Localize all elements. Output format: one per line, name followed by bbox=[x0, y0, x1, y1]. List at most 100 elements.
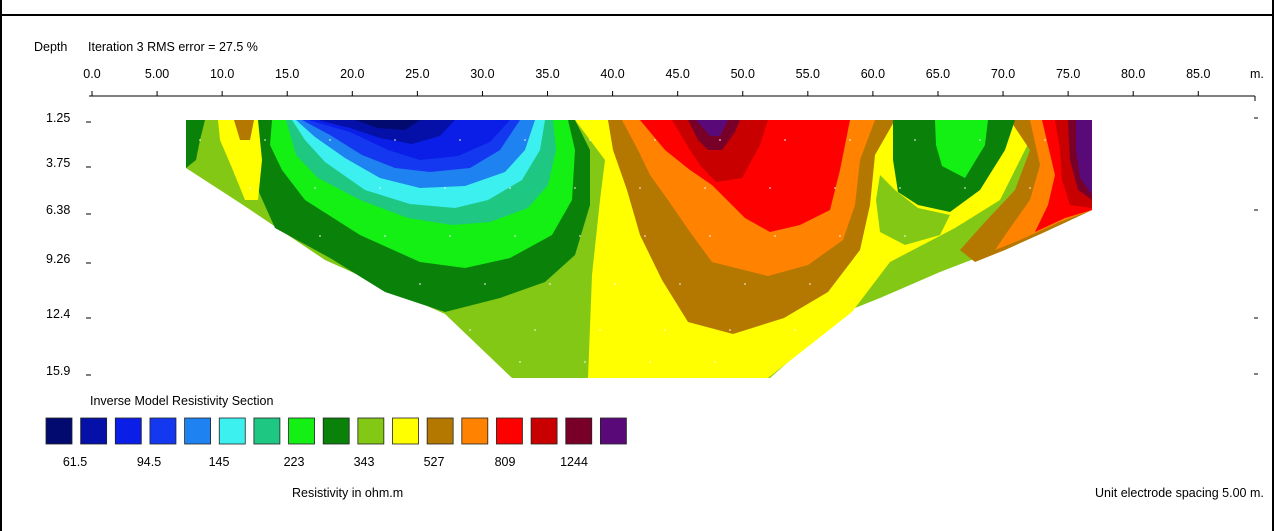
model-block-marker bbox=[589, 139, 591, 141]
legend-swatch bbox=[218, 417, 246, 445]
model-block-marker bbox=[679, 283, 681, 285]
model-block-marker bbox=[644, 235, 646, 237]
model-block-marker bbox=[599, 329, 601, 331]
model-block-marker bbox=[514, 235, 516, 237]
legend-swatch bbox=[565, 417, 593, 445]
contour-band-purple bbox=[696, 120, 728, 136]
distance-tick-label: 80.0 bbox=[1121, 67, 1145, 81]
legend-swatch bbox=[80, 417, 108, 445]
model-block-marker bbox=[264, 139, 266, 141]
distance-tick-label: 40.0 bbox=[600, 67, 624, 81]
distance-tick-label: 85.0 bbox=[1186, 67, 1210, 81]
model-block-marker bbox=[729, 329, 731, 331]
contour-band-left-dark-green bbox=[186, 120, 205, 168]
depth-tick-label: 1.25 bbox=[46, 111, 70, 125]
legend-values: 61.5 94.5 145 223 343 527 809 1244 bbox=[63, 455, 588, 469]
resistivity-contours bbox=[186, 120, 1092, 378]
model-block-marker bbox=[834, 187, 836, 189]
distance-tick-label: 20.0 bbox=[340, 67, 364, 81]
distance-tick-label: 10.0 bbox=[210, 67, 234, 81]
top-border-band bbox=[0, 0, 1274, 16]
model-block-marker bbox=[839, 235, 841, 237]
legend-swatch bbox=[288, 417, 315, 445]
model-block-marker bbox=[719, 139, 721, 141]
depth-label: Depth bbox=[34, 40, 67, 54]
distance-tick-label: 60.0 bbox=[861, 67, 885, 81]
distance-tick-label: 45.0 bbox=[666, 67, 690, 81]
contour-band-right-purple bbox=[1076, 120, 1092, 195]
depth-tick-label: 3.75 bbox=[46, 156, 70, 170]
model-block-marker bbox=[784, 139, 786, 141]
legend-swatch bbox=[149, 417, 177, 445]
model-block-marker bbox=[704, 187, 706, 189]
legend-swatch bbox=[461, 417, 489, 445]
distance-tick-label: 30.0 bbox=[470, 67, 494, 81]
model-block-marker bbox=[314, 187, 316, 189]
figure-border bbox=[0, 16, 1274, 531]
model-block-marker bbox=[714, 361, 716, 363]
legend-value-label: 343 bbox=[354, 455, 375, 469]
model-block-marker bbox=[384, 235, 386, 237]
model-block-marker bbox=[249, 187, 251, 189]
contour-band-left-brown bbox=[234, 120, 254, 140]
distance-tick-label: 35.0 bbox=[535, 67, 559, 81]
model-block-marker bbox=[849, 139, 851, 141]
legend-swatch bbox=[45, 417, 73, 445]
contour-band-left-yellow bbox=[218, 120, 262, 200]
model-block-marker bbox=[964, 187, 966, 189]
model-block-marker bbox=[469, 329, 471, 331]
model-block-marker bbox=[444, 187, 446, 189]
distance-tick-marks bbox=[91, 91, 1199, 96]
model-block-marker bbox=[1029, 187, 1031, 189]
model-block-marker bbox=[329, 139, 331, 141]
model-block-marker bbox=[584, 361, 586, 363]
model-block-marker bbox=[394, 139, 396, 141]
model-block-marker bbox=[199, 139, 201, 141]
legend-value-label: 809 bbox=[495, 455, 516, 469]
model-block-marker bbox=[1044, 139, 1046, 141]
legend-swatch bbox=[530, 417, 558, 445]
legend-value-label: 61.5 bbox=[63, 455, 87, 469]
model-block-marker bbox=[449, 235, 451, 237]
legend-value-label: 223 bbox=[284, 455, 305, 469]
legend-swatch bbox=[322, 417, 350, 445]
legend-value-label: 527 bbox=[424, 455, 445, 469]
depth-tick-label: 9.26 bbox=[46, 252, 70, 266]
legend-value-label: 145 bbox=[209, 455, 230, 469]
model-block-marker bbox=[794, 329, 796, 331]
distance-tick-label: 15.0 bbox=[275, 67, 299, 81]
legend-swatch bbox=[496, 417, 523, 445]
distance-tick-label: 70.0 bbox=[991, 67, 1015, 81]
model-block-marker bbox=[649, 361, 651, 363]
distance-tick-label: 5.00 bbox=[145, 67, 169, 81]
legend-value-label: 94.5 bbox=[137, 455, 161, 469]
distance-tick-label: 65.0 bbox=[926, 67, 950, 81]
contour-band-deep-blue bbox=[318, 120, 455, 144]
model-block-marker bbox=[654, 139, 656, 141]
model-block-marker bbox=[774, 235, 776, 237]
model-block-marker bbox=[574, 187, 576, 189]
model-block-marker bbox=[524, 139, 526, 141]
model-block-marker bbox=[484, 283, 486, 285]
model-block-marker bbox=[769, 187, 771, 189]
contour-band-right-green-olive bbox=[876, 175, 950, 245]
distance-tick-label: 55.0 bbox=[796, 67, 820, 81]
legend-swatches bbox=[45, 417, 627, 445]
depth-tick-labels: 1.25 3.75 6.38 9.26 12.4 15.9 bbox=[46, 111, 70, 378]
distance-unit-label: m. bbox=[1250, 67, 1264, 81]
legend-value-label: 1244 bbox=[560, 455, 588, 469]
model-block-marker bbox=[319, 235, 321, 237]
distance-tick-label: 50.0 bbox=[731, 67, 755, 81]
model-block-marker bbox=[639, 187, 641, 189]
distance-tick-label: 25.0 bbox=[405, 67, 429, 81]
depth-tick-marks bbox=[86, 121, 91, 376]
model-block-marker bbox=[519, 361, 521, 363]
legend-swatch bbox=[253, 417, 281, 445]
model-block-marker bbox=[579, 235, 581, 237]
model-block-marker bbox=[979, 139, 981, 141]
model-block-marker bbox=[459, 139, 461, 141]
depth-tick-label: 6.38 bbox=[46, 203, 70, 217]
contour-band-navy bbox=[355, 120, 420, 130]
